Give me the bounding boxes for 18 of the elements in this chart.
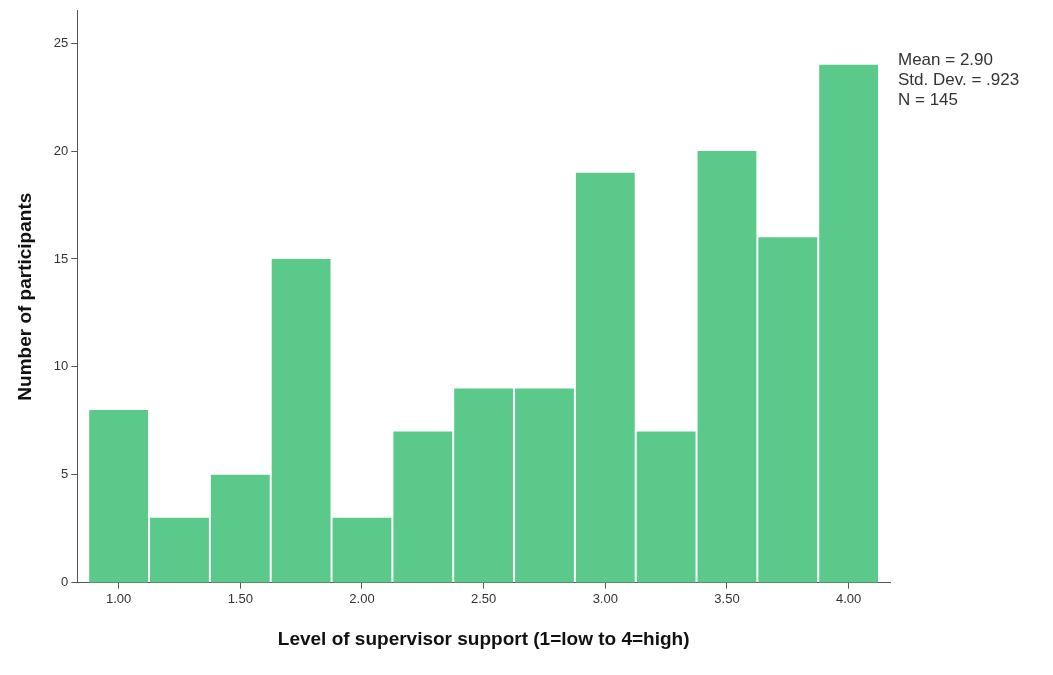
y-axis-title: Number of participants [13,192,35,401]
y-tick-label: 15 [53,250,69,266]
x-tick-label: 3.50 [714,590,740,606]
x-axis-title: Level of supervisor support (1=low to 4=high) [277,627,690,649]
y-tick-label: 10 [53,358,69,374]
y-tick-label: 20 [53,142,69,158]
x-tick-label: 2.00 [349,590,375,606]
text: N = 145 [898,90,959,110]
x-tick-label: 4.00 [835,590,862,606]
x-tick-label: 3.00 [592,590,618,606]
x-tick-label: 2.50 [470,590,497,606]
x-tick-label: 1.50 [227,590,253,606]
text: Mean = 2.90 [898,50,994,70]
text: Std. Dev. = .923 [898,70,1020,90]
y-tick-label: 0 [61,574,69,590]
y-tick-label: 5 [61,466,69,482]
y-tick-label: 25 [53,34,69,50]
x-tick-label: 1.00 [105,590,132,606]
